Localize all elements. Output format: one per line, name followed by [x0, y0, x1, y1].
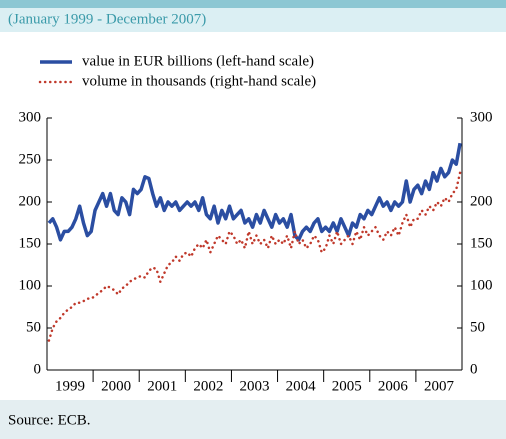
y2-tick-label: 200 — [470, 193, 493, 209]
y2-tick-label: 300 — [470, 109, 493, 125]
y2-tick-label: 100 — [470, 277, 493, 293]
y-tick-label: 300 — [19, 109, 42, 125]
y2-tick-label: 50 — [470, 319, 485, 335]
source: Source: ECB. — [8, 412, 91, 428]
x-tick-label: 2000 — [101, 378, 131, 394]
y2-tick-label: 0 — [470, 361, 478, 377]
x-tick-label: 2004 — [286, 378, 317, 394]
y-tick-label: 250 — [19, 151, 42, 167]
volume-line — [47, 171, 462, 342]
legend-label: volume in thousands (right-hand scale) — [82, 73, 316, 89]
header-strip — [0, 0, 506, 8]
x-tick-label: 2006 — [378, 378, 409, 394]
value-line — [47, 142, 462, 242]
y-tick-label: 150 — [19, 235, 42, 251]
y2-tick-label: 150 — [470, 235, 493, 251]
subtitle-band — [0, 8, 506, 32]
legend-label: value in EUR billions (left-hand scale) — [82, 53, 314, 69]
x-tick-label: 2003 — [240, 378, 270, 394]
y-tick-label: 100 — [19, 277, 42, 293]
y-tick-label: 50 — [26, 319, 41, 335]
subtitle: (January 1999 - December 2007) — [8, 11, 206, 27]
y-tick-label: 0 — [34, 361, 42, 377]
x-tick-label: 2007 — [424, 378, 455, 394]
x-tick-label: 2001 — [147, 378, 177, 394]
x-tick-label: 1999 — [55, 378, 85, 394]
x-tick-label: 2005 — [332, 378, 362, 394]
x-tick-label: 2002 — [193, 378, 223, 394]
source-band — [0, 400, 506, 439]
y-tick-label: 200 — [19, 193, 42, 209]
